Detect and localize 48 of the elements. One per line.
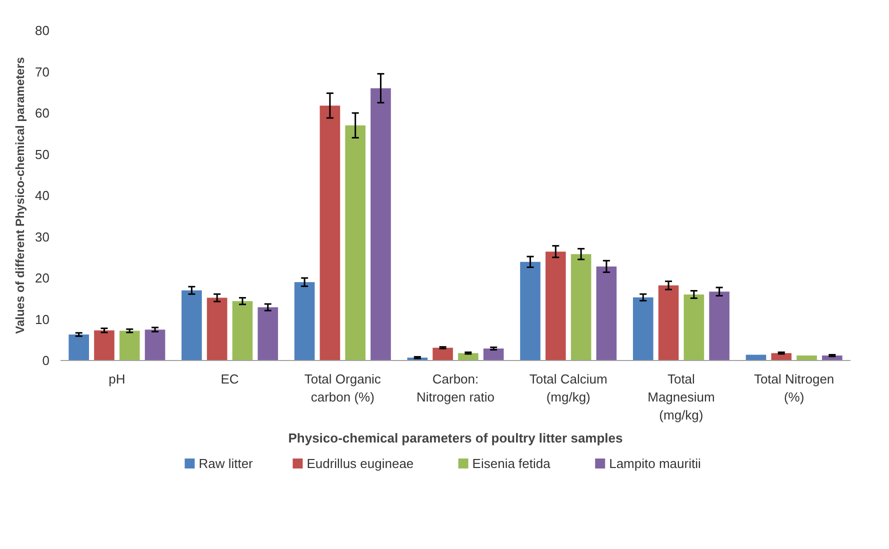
bar — [746, 354, 766, 360]
y-tick-label: 10 — [35, 312, 50, 327]
x-tick-label: EC — [220, 372, 239, 386]
bar — [345, 125, 366, 360]
bar — [94, 330, 114, 360]
bar — [119, 330, 140, 360]
bar — [144, 330, 166, 360]
bar — [458, 353, 478, 360]
bar — [182, 290, 202, 360]
bar — [232, 301, 253, 360]
x-axis-title: Physico-chemical parameters of poultry litter samples — [288, 430, 623, 446]
bar — [570, 254, 592, 360]
bar — [596, 266, 617, 360]
legend-label: Eudrillus eugineae — [306, 456, 414, 471]
x-tick-label: Total Organic carbon (%) — [304, 372, 382, 404]
bar — [796, 356, 817, 360]
y-tick-label: 50 — [35, 146, 50, 162]
bar — [294, 282, 315, 360]
x-tick-label: Total Calcium (mg/kg) — [529, 372, 608, 404]
y-tick-label: 70 — [35, 64, 50, 80]
bar — [258, 307, 278, 360]
bar — [658, 285, 679, 360]
bar — [709, 292, 730, 360]
legend-label: Eisenia fetida — [472, 456, 552, 471]
y-tick-label: 60 — [35, 106, 50, 120]
legend-label: Lampito mauritii — [609, 456, 701, 471]
x-tick-label: Total Magnesium (mg/kg) — [648, 372, 715, 422]
bar — [483, 348, 504, 360]
y-tick-label: 0 — [42, 353, 50, 368]
y-tick-label: 80 — [35, 23, 50, 38]
y-tick-label: 30 — [35, 229, 50, 244]
bar — [771, 353, 792, 360]
bar — [684, 294, 704, 360]
bar — [206, 298, 228, 360]
x-tick-label: Total Nitrogen (%) — [754, 372, 834, 404]
x-tick-label: pH — [108, 372, 126, 386]
x-tick-label: Carbon: Nitrogen ratio — [416, 372, 495, 404]
bar — [432, 348, 453, 360]
bar — [520, 262, 540, 360]
bar — [320, 106, 340, 360]
legend-label: Raw litter — [198, 456, 254, 471]
bar — [370, 88, 391, 360]
bar — [546, 252, 566, 360]
bar — [68, 334, 89, 360]
y-tick-label: 20 — [35, 270, 50, 286]
bar — [632, 297, 654, 360]
y-axis-title: Values of different Physico-chemical parameters — [13, 56, 28, 334]
y-tick-label: 40 — [35, 188, 50, 203]
